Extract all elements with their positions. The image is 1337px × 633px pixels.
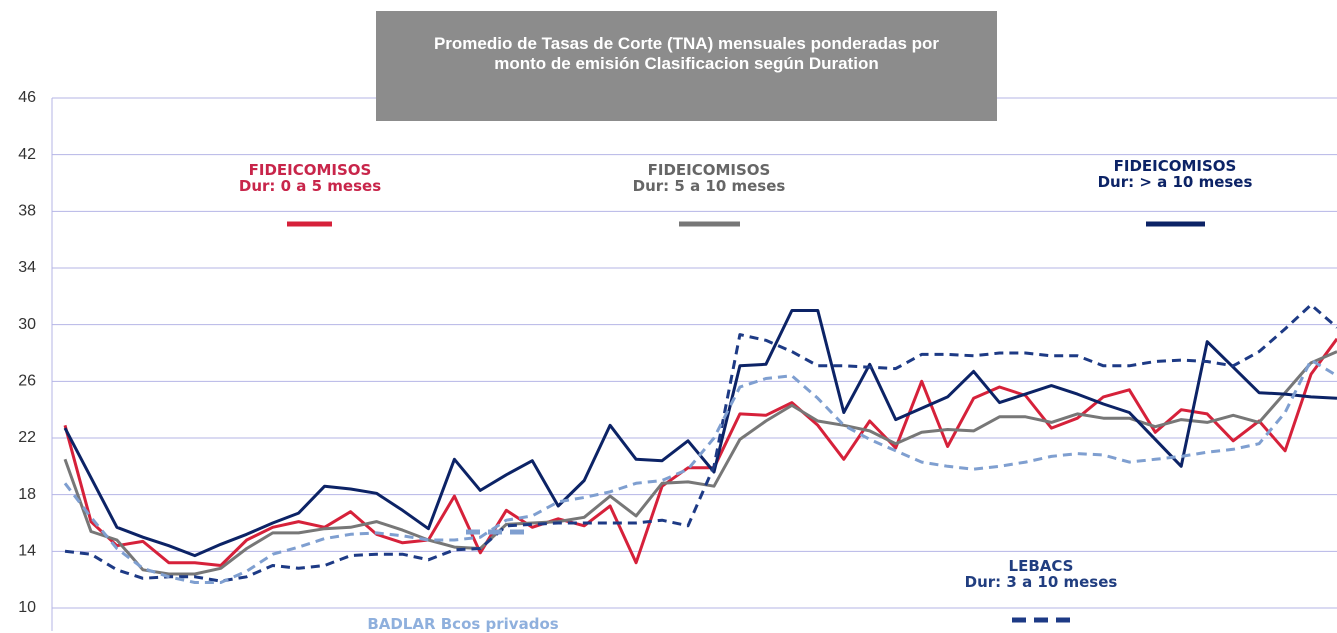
chart-title: Promedio de Tasas de Corte (TNA) mensual… [376,11,997,121]
legend-label: LEBACS Dur: 3 a 10 meses [964,557,1118,591]
y-tick-label: 34 [18,259,36,276]
y-tick-label: 14 [18,543,36,560]
series-line [63,358,1337,584]
y-tick-label: 30 [18,316,36,333]
y-tick-label: 42 [18,146,36,163]
y-tick-label: 46 [18,89,36,106]
y-tick-label: 18 [18,486,36,503]
series-line [63,350,1337,576]
y-tick-label: 38 [18,203,36,220]
y-tick-label: 26 [18,373,36,390]
series-line [64,303,1337,583]
legend-label: FIDEICOMISOS Dur: 5 a 10 meses [632,161,786,195]
legend-label: BADLAR Bcos privados [367,615,559,633]
y-tick-label: 22 [18,429,36,446]
legend-label: FIDEICOMISOS Dur: > a 10 meses [1097,157,1253,191]
series-line [63,337,1337,567]
legend-label: FIDEICOMISOS Dur: 0 a 5 meses [238,161,382,195]
series-line [63,309,1337,558]
y-tick-label: 10 [18,599,36,616]
